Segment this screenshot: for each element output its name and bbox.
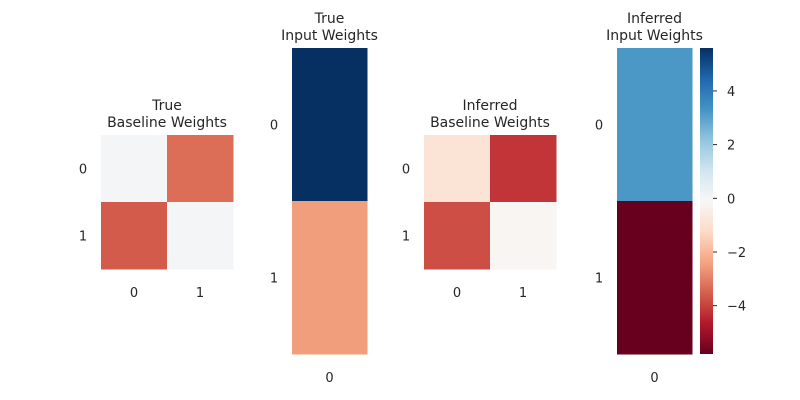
- colorbar: [700, 48, 713, 354]
- colorbar-tick-label: −2: [727, 246, 746, 261]
- col-tick-label: 0: [650, 371, 658, 386]
- heatmap-cell: [490, 135, 557, 203]
- row-tick-label: 0: [79, 163, 87, 178]
- panel-title-line: Inferred: [462, 98, 517, 114]
- heatmap-cell: [292, 201, 368, 355]
- row-tick-label: 1: [595, 272, 603, 287]
- panel-title-line: True: [314, 11, 345, 27]
- panel-title-line: Baseline Weights: [107, 115, 227, 131]
- row-tick-label: 0: [270, 119, 278, 134]
- heatmap-cell: [167, 202, 234, 270]
- row-tick-label: 1: [270, 272, 278, 287]
- heatmap-cell: [101, 135, 168, 203]
- col-tick-label: 0: [453, 286, 461, 301]
- row-tick-label: 0: [595, 119, 603, 134]
- heatmap-cell: [617, 201, 693, 355]
- panel-title-line: Inferred: [627, 11, 682, 27]
- heatmap-cell: [490, 202, 557, 270]
- row-tick-label: 1: [79, 230, 87, 245]
- colorbar-tick-label: 0: [727, 192, 735, 207]
- panel-title-line: True: [151, 98, 182, 114]
- heatmap-cell: [167, 135, 234, 203]
- panel-title-line: Input Weights: [606, 28, 703, 44]
- colorbar-tick-label: −4: [727, 300, 746, 315]
- panel-title-line: Baseline Weights: [430, 115, 550, 131]
- row-tick-label: 0: [402, 163, 410, 178]
- col-tick-label: 0: [130, 286, 138, 301]
- row-tick-label: 1: [402, 230, 410, 245]
- heatmap-cell: [292, 48, 368, 202]
- panel-title-line: Input Weights: [281, 28, 378, 44]
- colorbar-tick-label: 2: [727, 139, 735, 154]
- colorbar-tick-label: 4: [727, 85, 735, 100]
- heatmap-cell: [617, 48, 693, 202]
- col-tick-label: 1: [519, 286, 527, 301]
- heatmap-cell: [101, 202, 168, 270]
- heatmap-cell: [424, 135, 491, 203]
- heatmap-cell: [424, 202, 491, 270]
- col-tick-label: 0: [325, 371, 333, 386]
- col-tick-label: 1: [196, 286, 204, 301]
